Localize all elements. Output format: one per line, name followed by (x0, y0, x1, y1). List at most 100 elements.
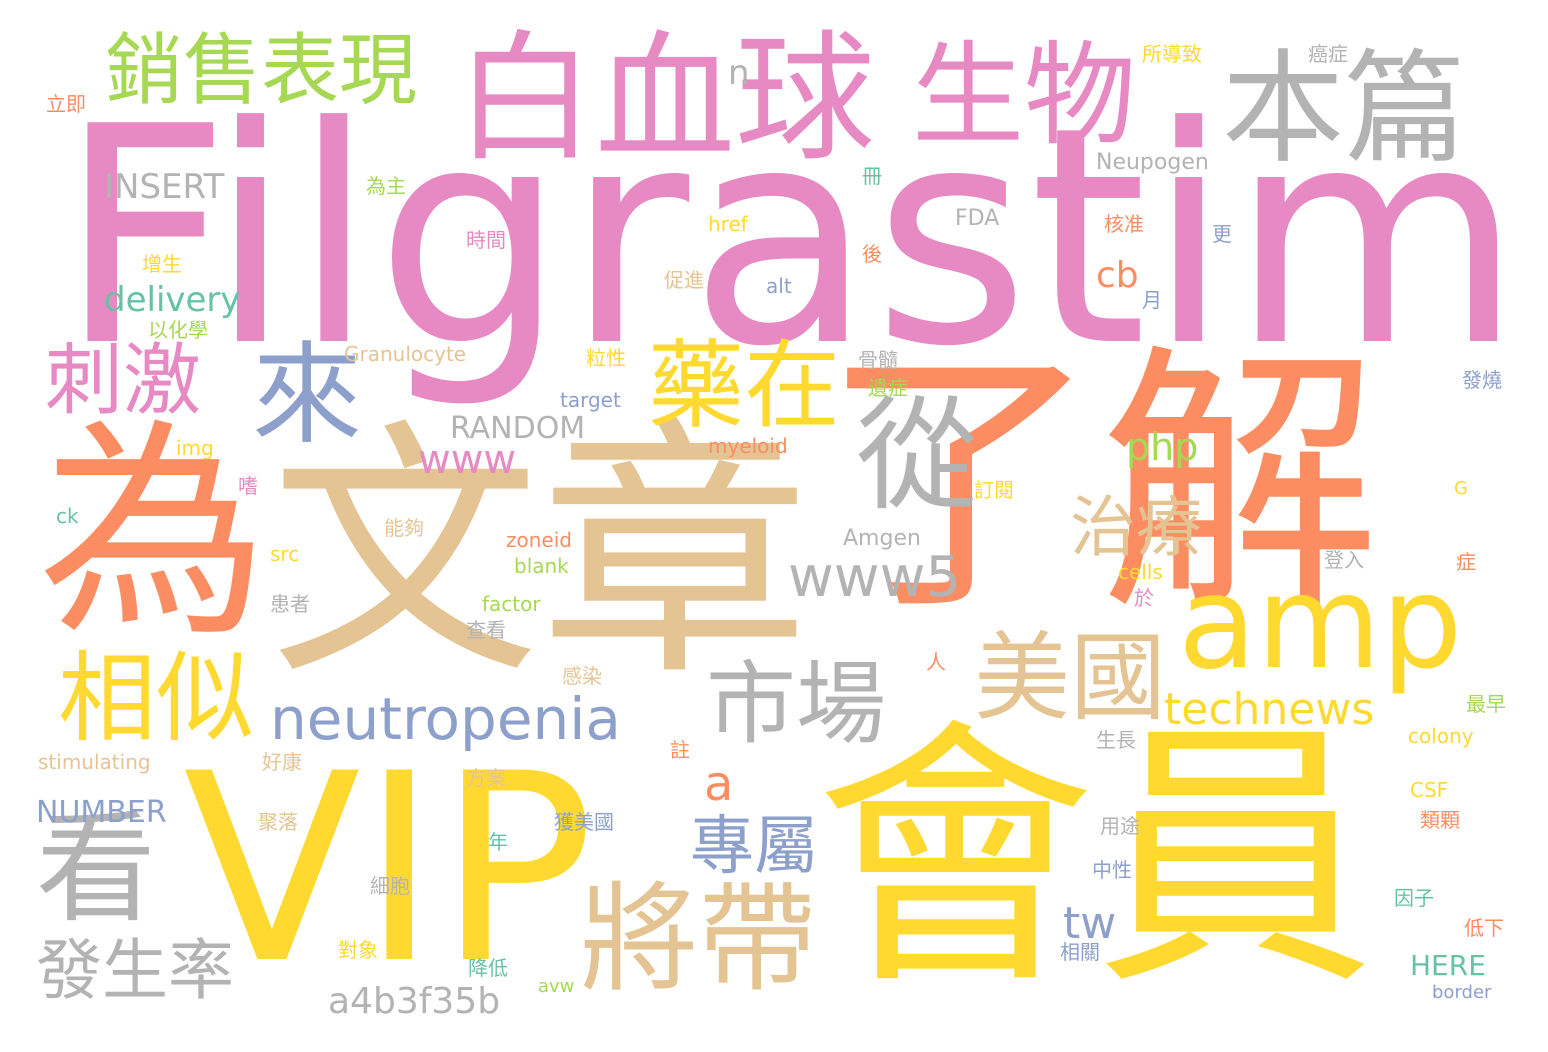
word-factor: factor (482, 592, 541, 616)
word-php: php (1126, 425, 1199, 469)
word-xiangsi: 相似 (58, 642, 255, 756)
word-zhongxing: 中性 (1092, 858, 1132, 882)
word-a4b3f35b: a4b3f35b (328, 981, 501, 1022)
word-gusui: 骨髓 (858, 348, 898, 372)
word-cb: cb (1096, 255, 1139, 296)
word-dingyue: 訂閱 (974, 478, 1014, 502)
word-colony: colony (1408, 724, 1474, 748)
word-weizhu: 為主 (366, 174, 406, 198)
word-xibao: 細胞 (370, 874, 410, 898)
word-xiaoshou: 銷售表現 (105, 26, 418, 116)
word-leike: 類顆 (1420, 808, 1460, 832)
word-amp: amp (1178, 549, 1463, 698)
word-amgen: Amgen (843, 526, 921, 551)
word-number: NUMBER (36, 795, 167, 830)
word-yue: 月 (1142, 288, 1162, 312)
word-here: HERE (1410, 949, 1486, 982)
word-yizheng: 遺症 (868, 376, 908, 400)
word-fashao: 發燒 (1462, 368, 1502, 392)
word-src: src (270, 542, 300, 566)
word-border: border (1432, 982, 1492, 1003)
word-zuizao: 最早 (1466, 692, 1506, 716)
word-meiguo: 美國 (974, 622, 1166, 734)
word-suodaozhi: 所導致 (1142, 42, 1202, 66)
word-ren: 人 (926, 650, 946, 674)
word-ce: 冊 (862, 164, 882, 188)
word-filgrastim: Filgrastim (58, 63, 1523, 412)
word-benpian: 本篇 (1222, 38, 1466, 180)
word-hezhun: 核准 (1104, 212, 1144, 236)
word-yongtu: 用途 (1100, 814, 1140, 838)
word-nenggou: 能夠 (384, 516, 424, 540)
word-aizheng: 癌症 (1308, 42, 1348, 66)
word-yu: 於 (1134, 586, 1154, 610)
word-delivery: delivery (104, 280, 241, 320)
word-target: target (560, 388, 621, 412)
word-neupogen: Neupogen (1096, 150, 1209, 175)
word-dixia: 低下 (1464, 916, 1504, 940)
word-cong: 從 (856, 385, 978, 527)
word-zengsheng: 增生 (142, 252, 182, 276)
word-yihuaxue: 以化學 (148, 318, 208, 342)
word-granulocyte: Granulocyte (344, 342, 467, 366)
word-jiangdai: 將帶 (580, 870, 817, 1008)
word-technews: technews (1164, 684, 1375, 735)
word-shengzhang: 生長 (1096, 728, 1136, 752)
word-www5: www5 (788, 545, 962, 610)
word-huanzhe: 患者 (270, 592, 310, 616)
word-g: G (1454, 478, 1468, 499)
word-href: href (708, 212, 748, 236)
word-yaozai: 藥在 (648, 330, 840, 442)
word-shi: 嗜 (238, 474, 258, 498)
word-myeloid: myeloid (708, 434, 788, 458)
word-jiangdi: 降低 (468, 956, 508, 980)
word-fashenglv: 發生率 (36, 932, 234, 1009)
word-blank: blank (514, 554, 569, 578)
word-insert: INSERT (104, 167, 225, 207)
word-fangan: 方案 (466, 766, 506, 790)
word-chakan: 查看 (466, 618, 506, 642)
word-xiangguan: 相關 (1060, 940, 1100, 964)
word-ganran: 感染 (562, 664, 602, 688)
word-www: www (418, 437, 517, 483)
word-wenzhang: 文章 (270, 397, 810, 712)
word-geng: 更 (1212, 222, 1232, 246)
word-zhuanshu: 專屬 (690, 810, 818, 884)
word-alt: alt (766, 274, 792, 298)
word-random: RANDOM (450, 411, 586, 446)
word-juluo: 聚落 (258, 810, 298, 834)
word-avw: avw (538, 976, 575, 997)
word-duixiang: 對象 (338, 938, 378, 962)
word-yinzi: 因子 (1394, 886, 1434, 910)
word-kan: 看 (36, 800, 156, 939)
word-liji: 立即 (46, 92, 86, 116)
word-csf: CSF (1410, 778, 1449, 802)
word-a: a (704, 756, 734, 812)
word-wei: 為 (38, 401, 269, 668)
word-fda: FDA (955, 206, 1000, 231)
word-denglu: 登入 (1324, 548, 1364, 572)
word-zoneid: zoneid (506, 528, 572, 552)
word-neutropenia: neutropenia (270, 685, 621, 753)
word-img: img (176, 436, 214, 460)
word-stimulating: stimulating (38, 750, 151, 774)
word-zheng: 症 (1456, 550, 1476, 574)
word-huiyuan: 會員 (815, 697, 1375, 1023)
word-cells: cells (1118, 560, 1163, 584)
word-haokang: 好康 (262, 750, 302, 774)
word-ck: ck (56, 504, 79, 528)
word-lai: 來 (252, 331, 362, 459)
word-n: n (728, 53, 750, 93)
word-shengwu: 生物 (912, 31, 1136, 161)
word-nian: 年 (488, 830, 508, 854)
word-zhu: 註 (670, 738, 690, 762)
word-zhiliao: 治療 (1070, 489, 1202, 566)
word-ciji: 刺激 (45, 336, 202, 426)
word-hou: 後 (862, 242, 882, 266)
word-shijian: 時間 (466, 228, 506, 252)
word-baixueqiu: 白血球 (455, 18, 876, 181)
word-cujin: 促進 (664, 268, 704, 292)
word-vip: VIP (183, 719, 595, 1021)
word-huomeiguo: 獲美國 (554, 810, 614, 834)
